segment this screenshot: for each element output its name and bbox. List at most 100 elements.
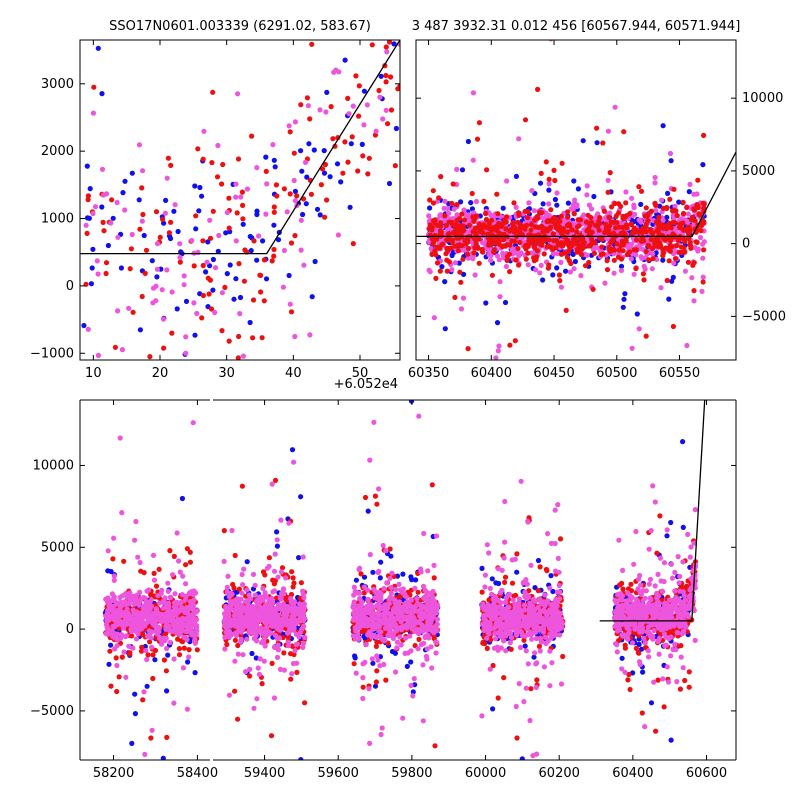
top-right-point <box>673 208 679 214</box>
bottom-seg-0-point <box>173 624 180 630</box>
top-right-points <box>426 40 708 425</box>
top-right-point <box>523 256 529 262</box>
top-left-point <box>254 257 260 263</box>
top-left-ytick-label-3: 2000 <box>41 144 74 159</box>
top-left-point <box>240 221 246 227</box>
bottom-seg-1-point <box>351 661 357 667</box>
bottom-seg-1-point <box>224 622 230 628</box>
top-left-point <box>389 20 394 25</box>
bottom-seg-1-point <box>296 555 302 561</box>
bottom-seg-1-point <box>289 569 295 575</box>
top-right-point <box>539 242 545 248</box>
bottom-seg-1-point <box>295 607 301 613</box>
bottom-seg-0-point <box>180 665 186 671</box>
top-right-point <box>451 206 457 212</box>
top-left-point <box>234 210 240 216</box>
top-right-point <box>686 189 692 195</box>
top-right-point <box>491 239 497 245</box>
bottom-seg-0-point <box>181 783 186 788</box>
top-right-point <box>500 205 506 211</box>
top-right-point <box>446 219 452 225</box>
bottom-seg-0-point <box>151 570 157 577</box>
top-right-point <box>531 208 537 214</box>
top-right-point <box>660 253 666 259</box>
top-left-point <box>163 197 169 203</box>
top-left-point <box>332 143 338 149</box>
bottom-seg-1-point <box>245 607 251 614</box>
bottom-seg-1-point <box>283 597 289 603</box>
top-right-point <box>671 260 677 266</box>
top-right-point <box>653 207 659 214</box>
top-left-point <box>318 182 324 188</box>
top-right-point <box>605 128 612 134</box>
top-left-point <box>201 128 207 134</box>
bottom-seg-0-point <box>177 569 183 575</box>
top-right-point <box>489 227 495 233</box>
bottom-seg-0-point <box>182 622 188 629</box>
bottom-seg-0-point <box>191 618 197 624</box>
bottom-seg-1-point <box>248 623 254 630</box>
bottom-seg-1-point <box>259 625 265 631</box>
top-left-point <box>162 210 168 216</box>
top-left-point <box>324 197 330 203</box>
top-left-point <box>324 89 330 95</box>
top-right-point <box>559 160 565 166</box>
top-left-point <box>191 300 197 306</box>
bottom-seg-1-point <box>232 688 238 694</box>
top-left-point <box>280 284 286 290</box>
top-right-point <box>466 222 473 228</box>
top-right-point <box>645 420 650 425</box>
top-right-point <box>548 244 554 251</box>
top-right-point <box>656 214 662 220</box>
top-left-point <box>301 262 307 268</box>
top-right-point <box>643 333 649 339</box>
bottom-seg-0-point <box>124 606 130 612</box>
top-right-point <box>612 104 618 110</box>
top-right-point <box>572 258 579 265</box>
top-left-point <box>251 238 257 244</box>
top-right-point <box>584 192 590 198</box>
top-right-point <box>540 201 546 207</box>
top-left-point <box>160 216 166 222</box>
bottom-seg-0-point <box>126 643 132 649</box>
bottom-seg-1-point <box>238 639 244 645</box>
top-right-point <box>600 251 606 257</box>
bottom-seg-0-point <box>127 597 133 604</box>
top-right-point <box>459 167 466 173</box>
top-right-point <box>549 217 555 223</box>
top-right-point <box>473 240 479 246</box>
top-left-point <box>166 230 172 236</box>
top-left-point <box>141 232 147 239</box>
bottom-seg-0-point <box>138 626 145 632</box>
top-right-point <box>486 219 493 225</box>
top-left-point <box>359 141 365 147</box>
top-left-point <box>235 156 242 162</box>
bottom-seg-0-point <box>105 568 111 574</box>
bottom-seg-0-point <box>164 734 170 741</box>
bottom-seg-1-point <box>255 665 261 671</box>
top-right-point <box>655 218 661 224</box>
top-right-ytick-label-0: −5000 <box>742 309 786 324</box>
top-left-point <box>181 273 187 279</box>
bottom-seg-1-point <box>302 700 308 706</box>
top-right-point <box>604 258 610 264</box>
top-right-point <box>613 233 619 239</box>
top-right-point <box>541 251 547 257</box>
bottom-seg-1-point <box>244 636 250 642</box>
bottom-seg-0-point <box>113 655 119 661</box>
top-right-point <box>497 294 503 300</box>
top-right-point <box>660 123 666 129</box>
bottom-seg-0-point <box>148 735 154 741</box>
bottom-seg-0-point <box>171 656 177 662</box>
bottom-seg-1-point <box>225 617 231 623</box>
bottom-seg-1-point <box>280 634 286 641</box>
top-left-point <box>235 355 241 360</box>
top-left-point <box>219 290 225 296</box>
top-left-point <box>81 322 87 329</box>
bottom-seg-1-point <box>293 642 299 648</box>
top-left-point <box>304 95 310 101</box>
bottom-seg-1-point <box>233 632 239 639</box>
top-left-point <box>386 40 393 45</box>
bottom-seg-0-point <box>194 647 200 653</box>
top-right-point <box>481 198 487 204</box>
